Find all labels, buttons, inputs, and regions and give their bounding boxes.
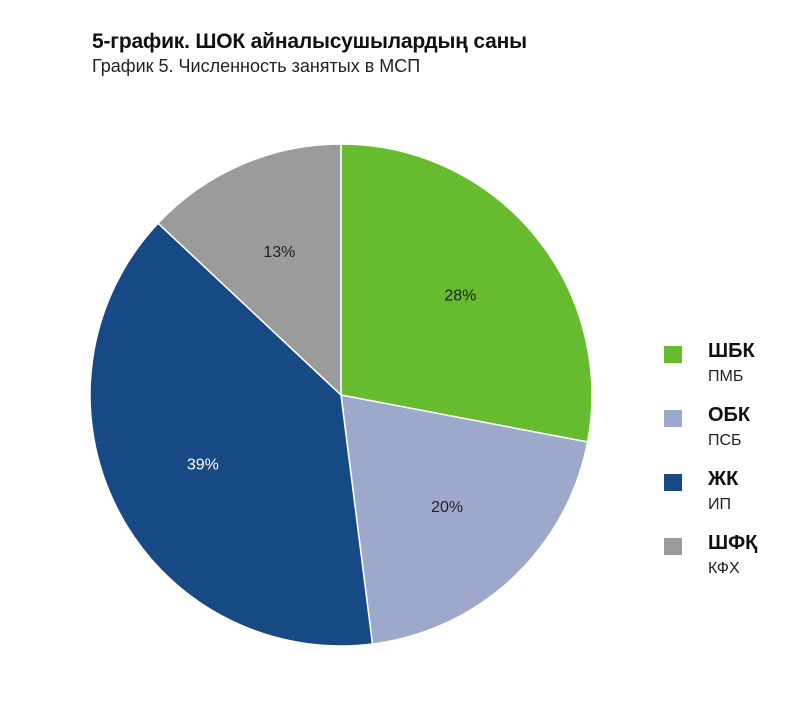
slice-label-kfh: 13% [263,244,295,261]
chart-subtitle: График 5. Численность занятых в МСП [92,56,421,76]
legend-label-ru: ИП [708,496,731,513]
slice-label-pmb: 28% [444,287,476,304]
slice-label-ip: 39% [187,457,219,474]
legend-swatch-psb [664,410,682,427]
legend-swatch-ip [664,474,682,491]
legend-label-ru: КФХ [708,560,740,577]
legend-label-kz: ЖК [708,468,739,490]
legend-swatch-kfh [664,538,682,555]
legend-label-kz: ШФҚ [708,532,758,554]
legend-label-ru: ПМБ [708,368,744,385]
slice-label-psb: 20% [431,499,463,516]
legend-label-kz: ОБК [708,404,751,426]
legend-label-ru: ПСБ [708,432,742,449]
chart-title: 5-график. ШОК айналысушылардың саны [92,30,527,53]
pie-slice-ip [89,222,374,647]
pie-slice-psb [340,394,589,645]
pie-slice-pmb [340,143,593,443]
legend-swatch-pmb [664,346,682,363]
pie-slice-kfh [156,143,342,397]
legend-label-kz: ШБК [708,340,755,362]
